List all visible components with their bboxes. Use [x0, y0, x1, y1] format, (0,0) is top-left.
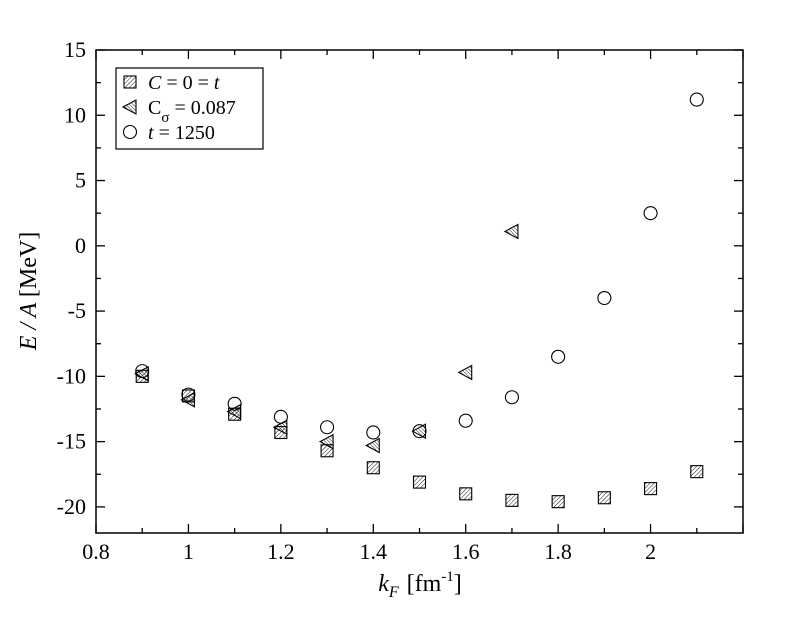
data-point — [689, 92, 704, 107]
x-tick-label: 1.8 — [544, 539, 572, 564]
series-1 — [135, 369, 704, 509]
data-point — [181, 387, 196, 402]
y-tick-label: 0 — [75, 233, 86, 258]
data-point — [412, 475, 427, 489]
data-point — [273, 409, 288, 424]
data-point — [459, 487, 473, 501]
y-tick-label: 10 — [64, 102, 86, 127]
legend-marker — [123, 75, 137, 89]
data-point — [643, 206, 658, 221]
x-tick-label: 1.4 — [360, 539, 388, 564]
data-point — [457, 364, 473, 381]
data-point — [412, 424, 427, 439]
data-point — [597, 290, 612, 306]
x-axis-ticks: 0.8 1 1.2 1.4 1.6 1.8 2 — [82, 50, 744, 564]
plot-frame — [95, 49, 744, 534]
legend-marker — [122, 124, 138, 140]
legend-item: t = 1250 — [122, 122, 215, 144]
legend-marker — [121, 99, 137, 115]
x-tick-label: 0.8 — [82, 539, 110, 564]
data-point — [503, 223, 519, 240]
data-point — [551, 495, 565, 509]
y-tick-label: -10 — [57, 363, 86, 388]
legend-label: t = 1250 — [148, 122, 215, 144]
data-point — [366, 461, 380, 475]
x-tick-label: 1 — [183, 539, 194, 564]
data-point — [458, 413, 473, 428]
x-tick-label: 1.2 — [267, 539, 295, 564]
data-point — [597, 491, 611, 505]
data-point — [505, 493, 519, 507]
data-markers — [134, 92, 704, 509]
legend-item: Cσ = 0.087 — [121, 97, 236, 126]
y-tick-label: 15 — [64, 37, 86, 62]
data-point — [135, 364, 150, 379]
data-point — [504, 390, 519, 405]
series-2 — [134, 223, 519, 454]
series-3 — [135, 92, 704, 440]
data-point — [320, 420, 335, 435]
data-point — [644, 482, 658, 496]
data-point — [318, 433, 334, 450]
data-point — [365, 437, 380, 454]
y-axis-label: E / A [MeV] — [16, 232, 42, 351]
data-point — [366, 425, 381, 440]
data-point — [226, 403, 242, 420]
x-axis-label: kF [fm-1] — [378, 569, 462, 601]
legend-label: C = 0 = t — [148, 72, 220, 94]
legend-box — [115, 67, 264, 150]
legend-item: C = 0 = t — [123, 72, 220, 94]
y-tick-label: -5 — [68, 298, 86, 323]
data-point — [180, 391, 195, 408]
data-point — [690, 465, 704, 479]
y-tick-label: 5 — [75, 168, 86, 193]
x-tick-label: 1.6 — [452, 539, 480, 564]
y-tick-label: -15 — [57, 429, 86, 454]
axis-labels: kF [fm-1] E / A [MeV] — [16, 232, 462, 601]
x-tick-label: 2 — [645, 539, 656, 564]
y-tick-label: -20 — [57, 494, 86, 519]
data-point — [227, 396, 242, 411]
legend-label: Cσ = 0.087 — [148, 97, 236, 126]
data-point — [551, 349, 566, 364]
